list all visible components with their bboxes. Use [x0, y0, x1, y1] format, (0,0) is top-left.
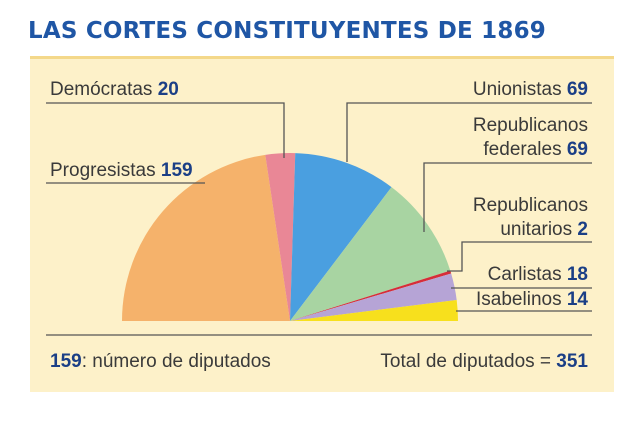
legend-note: 159: número de diputados — [50, 351, 271, 372]
label-value: 69 — [567, 139, 588, 160]
label-text: unitarios — [500, 219, 577, 240]
label-republicanos-unitarios: Republicanos unitarios 2 — [473, 195, 588, 240]
leader-line-democratas — [46, 102, 285, 158]
total-deputies-value: 351 — [556, 351, 588, 372]
label-isabelinos: Isabelinos 14 — [476, 289, 588, 310]
total-deputies: Total de diputados = 351 — [380, 351, 588, 372]
pie-slice-carlistas — [290, 273, 457, 321]
page-title: LAS CORTES CONSTITUYENTES DE 1869 — [28, 18, 546, 44]
leader-line-unionistas — [346, 102, 592, 162]
legend-note-number: 159 — [50, 351, 82, 372]
label-text: Demócratas — [50, 79, 158, 100]
label-value: 2 — [577, 219, 588, 240]
label-text: Republicanos — [473, 115, 588, 136]
legend-note-text: : número de diputados — [82, 351, 271, 372]
label-unionistas: Unionistas 69 — [473, 79, 588, 100]
label-progresistas: Progresistas 159 — [50, 160, 193, 181]
label-text: Progresistas — [50, 160, 161, 181]
pie-slice-progresistas — [122, 154, 290, 321]
total-deputies-text: Total de diputados = — [380, 351, 556, 372]
pie-slice-isabelinos — [290, 300, 458, 321]
label-text: Republicanos — [473, 195, 588, 216]
pie-slice-democratas — [265, 152, 296, 321]
label-value: 159 — [161, 160, 193, 181]
label-text: Unionistas — [473, 79, 567, 100]
pie-slice-republicanos-federales — [290, 187, 451, 321]
label-text: Isabelinos — [476, 289, 567, 310]
label-text: Carlistas — [488, 264, 567, 285]
label-democratas: Demócratas 20 — [50, 79, 179, 100]
label-value: 14 — [567, 289, 589, 310]
label-carlistas: Carlistas 18 — [488, 264, 588, 285]
pie-slice-unionistas — [290, 153, 392, 321]
label-value: 20 — [158, 79, 179, 100]
label-value: 69 — [567, 79, 588, 100]
leader-line-republicanos-unitarios — [447, 241, 592, 272]
leader-line-republicanos-federales — [423, 162, 592, 232]
label-value: 18 — [567, 264, 588, 285]
pie-slice-republicanos-unitarios — [290, 270, 452, 321]
label-text: federales — [483, 139, 566, 160]
label-republicanos-federales: Republicanos federales 69 — [473, 115, 588, 160]
